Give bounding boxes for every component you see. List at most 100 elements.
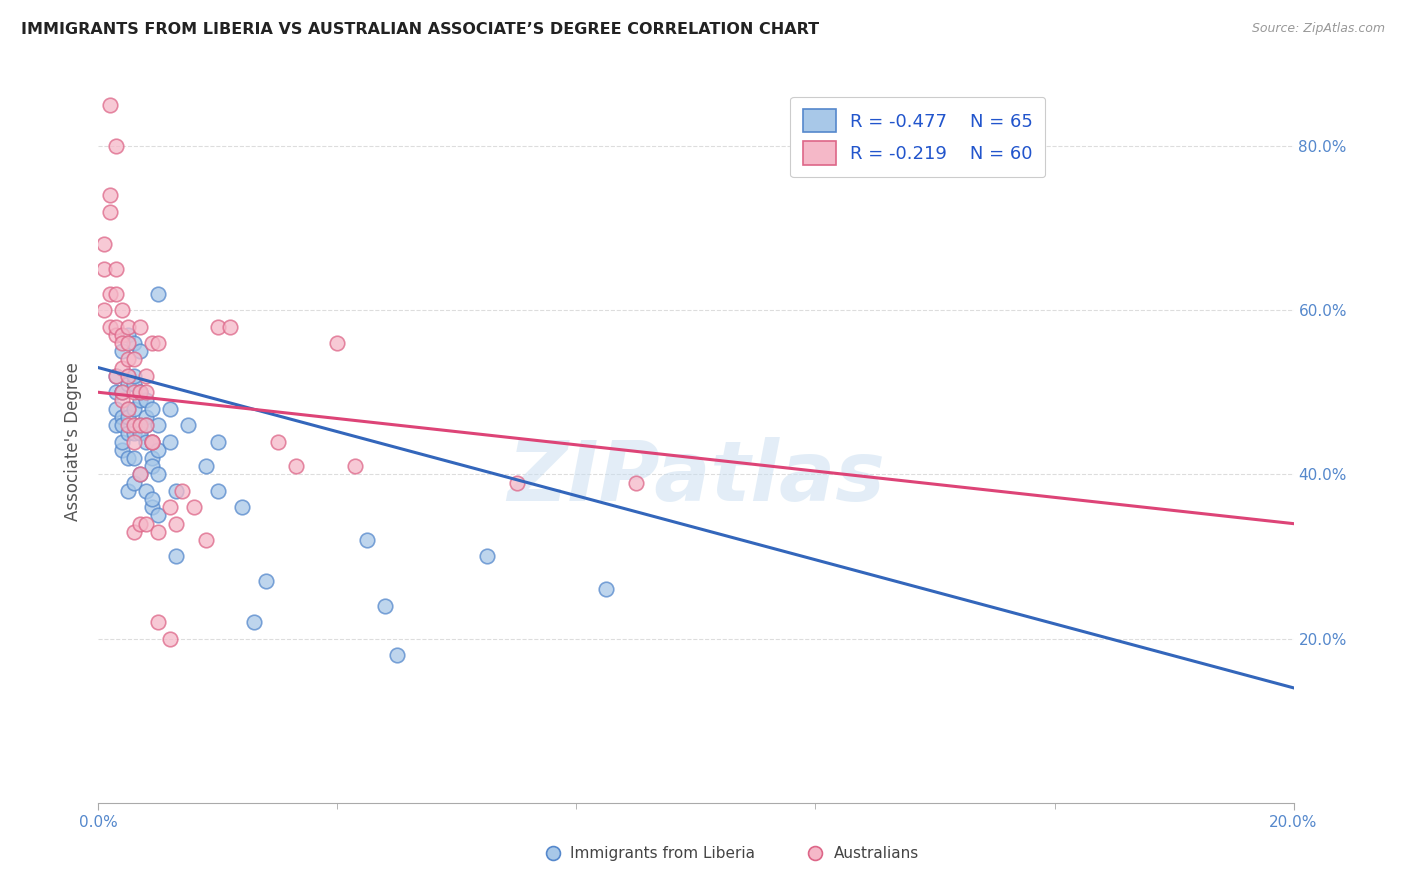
- Point: [93, 303, 115, 318]
- Point: [111, 327, 134, 342]
- Point: [117, 426, 139, 441]
- Point: [93, 237, 115, 252]
- Point: [105, 401, 128, 416]
- Point: [177, 418, 200, 433]
- Point: [141, 336, 163, 351]
- Point: [124, 426, 146, 441]
- Point: [111, 303, 134, 318]
- Point: [129, 319, 152, 334]
- Point: [475, 549, 498, 564]
- Point: [111, 418, 134, 433]
- Point: [117, 409, 139, 424]
- Point: [105, 139, 128, 153]
- Point: [111, 336, 134, 351]
- Point: [117, 450, 139, 465]
- Point: [165, 483, 187, 498]
- Point: [111, 434, 134, 449]
- Point: [141, 401, 163, 416]
- Point: [111, 393, 134, 408]
- Point: [135, 409, 157, 424]
- Point: [124, 418, 146, 433]
- Point: [159, 500, 181, 515]
- Point: [141, 459, 163, 474]
- Point: [207, 483, 229, 498]
- Point: [117, 401, 139, 416]
- Text: Immigrants from Liberia: Immigrants from Liberia: [571, 846, 755, 861]
- Point: [506, 475, 529, 490]
- Point: [141, 434, 163, 449]
- Point: [105, 286, 128, 301]
- Point: [124, 352, 146, 367]
- Point: [117, 368, 139, 383]
- Point: [124, 401, 146, 416]
- Point: [117, 401, 139, 416]
- Point: [129, 385, 152, 400]
- Point: [124, 336, 146, 351]
- Point: [159, 401, 181, 416]
- Point: [135, 418, 157, 433]
- Text: Australians: Australians: [834, 846, 918, 861]
- Point: [141, 434, 163, 449]
- Point: [124, 475, 146, 490]
- Point: [207, 319, 229, 334]
- Point: [267, 434, 290, 449]
- Point: [105, 327, 128, 342]
- Point: [243, 615, 266, 630]
- Point: [326, 336, 349, 351]
- Point: [98, 286, 122, 301]
- Point: [183, 500, 205, 515]
- Point: [159, 632, 181, 646]
- Point: [117, 377, 139, 392]
- Point: [219, 319, 242, 334]
- Point: [195, 459, 218, 474]
- Point: [117, 483, 139, 498]
- Point: [111, 409, 134, 424]
- Point: [124, 385, 146, 400]
- Point: [111, 344, 134, 359]
- Point: [148, 286, 170, 301]
- Point: [129, 385, 152, 400]
- Point: [98, 98, 122, 112]
- Point: [141, 491, 163, 506]
- Point: [135, 483, 157, 498]
- Point: [129, 393, 152, 408]
- Point: [117, 336, 139, 351]
- Point: [129, 426, 152, 441]
- Point: [195, 533, 218, 547]
- Point: [135, 368, 157, 383]
- Point: [159, 434, 181, 449]
- Point: [124, 368, 146, 383]
- Point: [117, 319, 139, 334]
- Point: [344, 459, 367, 474]
- Point: [148, 442, 170, 457]
- Point: [117, 352, 139, 367]
- Point: [105, 385, 128, 400]
- Point: [117, 327, 139, 342]
- Point: [93, 262, 115, 277]
- Point: [595, 582, 617, 597]
- Point: [117, 368, 139, 383]
- Point: [111, 385, 134, 400]
- Text: IMMIGRANTS FROM LIBERIA VS AUSTRALIAN ASSOCIATE’S DEGREE CORRELATION CHART: IMMIGRANTS FROM LIBERIA VS AUSTRALIAN AS…: [21, 22, 820, 37]
- Point: [284, 459, 307, 474]
- Point: [141, 450, 163, 465]
- Point: [129, 516, 152, 531]
- Text: Source: ZipAtlas.com: Source: ZipAtlas.com: [1251, 22, 1385, 36]
- Point: [129, 385, 152, 400]
- Point: [105, 418, 128, 433]
- Point: [98, 188, 122, 202]
- Point: [148, 336, 170, 351]
- Point: [135, 418, 157, 433]
- Point: [111, 385, 134, 400]
- Point: [172, 483, 194, 498]
- Point: [148, 508, 170, 523]
- Point: [124, 434, 146, 449]
- Point: [129, 344, 152, 359]
- Point: [207, 434, 229, 449]
- Y-axis label: Associate's Degree: Associate's Degree: [65, 362, 83, 521]
- Point: [141, 500, 163, 515]
- Point: [98, 204, 122, 219]
- Point: [111, 385, 134, 400]
- Point: [148, 524, 170, 539]
- Point: [231, 500, 253, 515]
